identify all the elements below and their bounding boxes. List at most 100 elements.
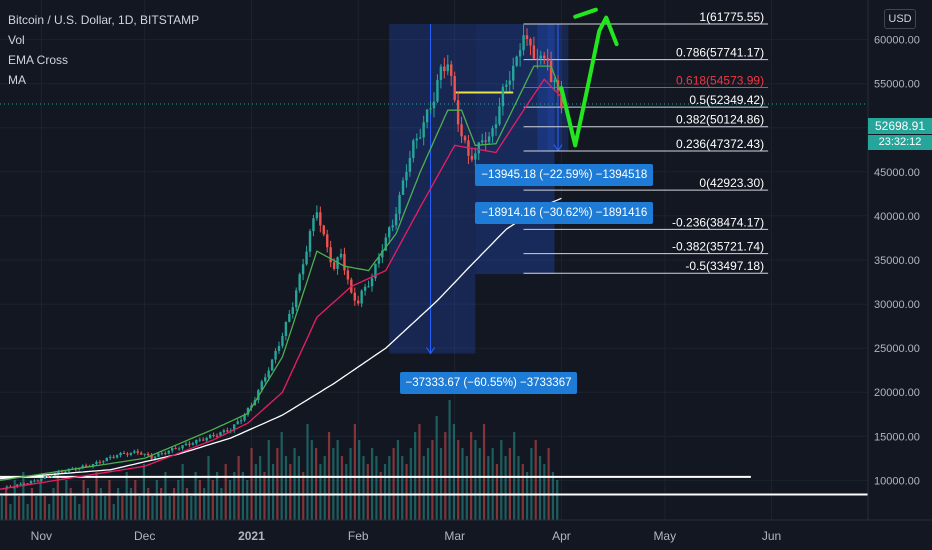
candle-body — [157, 453, 160, 457]
candle-body — [501, 86, 505, 107]
candle-body — [98, 461, 102, 463]
volume-bar — [482, 424, 486, 520]
volume-bar — [129, 488, 133, 520]
candle-body — [357, 300, 360, 304]
volume-bar — [9, 504, 12, 520]
measurement-label-3[interactable]: −37333.67 (−60.55%) −3733367 — [399, 372, 578, 395]
volume-bar — [194, 472, 197, 520]
candle-body — [277, 346, 281, 351]
candle-body — [329, 247, 332, 263]
candle-body — [546, 58, 549, 61]
candle-body — [422, 122, 425, 138]
volume-bar — [82, 480, 85, 520]
candle-body — [460, 124, 463, 137]
chart-grid — [0, 0, 868, 520]
volume-bar — [418, 424, 421, 520]
candle-body — [553, 80, 556, 83]
price-tick-label: 35000.00 — [874, 255, 920, 267]
volume-bar — [151, 496, 154, 520]
price-tick-label: 60000.00 — [874, 35, 920, 47]
volume-bar — [155, 480, 158, 520]
volume-bar — [147, 488, 150, 520]
candle-body — [408, 157, 412, 172]
candle-body — [370, 278, 374, 287]
volume-bar — [5, 488, 8, 520]
candle-body — [267, 370, 270, 378]
candle-body — [264, 377, 267, 382]
candle-body — [436, 79, 439, 102]
fib-label: -0.236(38474.17) — [672, 215, 764, 229]
measure-arrowhead — [426, 347, 435, 355]
volume-bar — [52, 488, 55, 520]
candle-body — [508, 80, 511, 85]
volume-bar — [478, 448, 481, 520]
candle-body — [401, 180, 405, 195]
candle-body — [226, 430, 229, 432]
candle-body — [29, 481, 33, 484]
candle-body — [122, 452, 126, 454]
candle-body — [146, 453, 150, 456]
volume-bar — [379, 472, 382, 520]
candle-body — [477, 142, 480, 154]
candle-body — [498, 106, 501, 125]
currency-button[interactable]: USD — [884, 9, 916, 29]
projection-arrowhead — [573, 7, 598, 19]
volume-bar — [254, 464, 257, 520]
measurement-label-1[interactable]: −13945.18 (−22.59%) −1394518 — [475, 163, 654, 186]
price-axis[interactable]: 10000.00 15000.00 20000.00 25000.00 30000.00… — [867, 0, 932, 550]
candle-body — [443, 66, 446, 72]
volume-bar — [517, 456, 520, 520]
volume-bar — [465, 456, 468, 520]
volume-bar — [383, 464, 387, 520]
candle-body — [491, 128, 494, 137]
time-axis[interactable]: Nov Dec 2021 Feb Mar Apr May Jun — [0, 519, 932, 543]
volume-bar — [495, 464, 499, 520]
moving-average-lines — [0, 65, 563, 490]
legend-ma[interactable]: MA — [8, 73, 26, 87]
candle-body — [512, 65, 515, 81]
volume-bar — [13, 480, 16, 520]
volume-bar — [108, 480, 111, 520]
candle-body — [112, 456, 115, 458]
price-tick-label: 15000.00 — [874, 431, 920, 443]
volume-bar — [306, 424, 309, 520]
chart-legend: Bitcoin / U.S. Dollar, 1D, BITSTAMP Vol … — [8, 10, 199, 90]
ma-long-line — [0, 197, 562, 480]
volume-bar — [388, 456, 391, 520]
fib-lines[interactable] — [523, 0, 769, 274]
candle-body — [102, 461, 105, 463]
volume-bar — [332, 448, 335, 520]
legend-volume[interactable]: Vol — [8, 33, 25, 47]
volume-bar — [336, 440, 339, 520]
candle-body — [525, 35, 529, 39]
candle-body — [539, 55, 542, 59]
candle-body — [284, 321, 288, 336]
candle-body — [388, 227, 391, 238]
candle-body — [398, 194, 401, 214]
candle-body — [450, 64, 453, 77]
legend-symbol[interactable]: Bitcoin / U.S. Dollar, 1D, BITSTAMP — [8, 13, 200, 27]
volume-bar — [310, 440, 313, 520]
candle-body — [522, 35, 525, 51]
volume-bar — [35, 496, 38, 520]
candle-body — [133, 451, 136, 453]
volume-bar — [534, 440, 537, 520]
candle-body — [481, 140, 484, 143]
volume-bar — [457, 440, 460, 520]
candle-body — [484, 140, 487, 142]
volume-bar — [289, 464, 292, 520]
volume-bar — [216, 472, 219, 520]
legend-ema-cross[interactable]: EMA Cross — [8, 53, 69, 67]
volume-bar — [259, 456, 262, 520]
volume-bar — [284, 456, 288, 520]
volume-bar — [116, 488, 120, 520]
measurement-label-2[interactable]: −18914.16 (−30.62%) −1891416 — [475, 202, 654, 225]
candle-body — [164, 453, 167, 455]
volume-bar — [160, 488, 163, 520]
volume-bar — [104, 496, 107, 520]
volume-bar — [168, 496, 171, 520]
projection-drawing[interactable] — [559, 7, 619, 148]
volume-bar — [409, 448, 412, 520]
candle-body — [353, 292, 356, 301]
